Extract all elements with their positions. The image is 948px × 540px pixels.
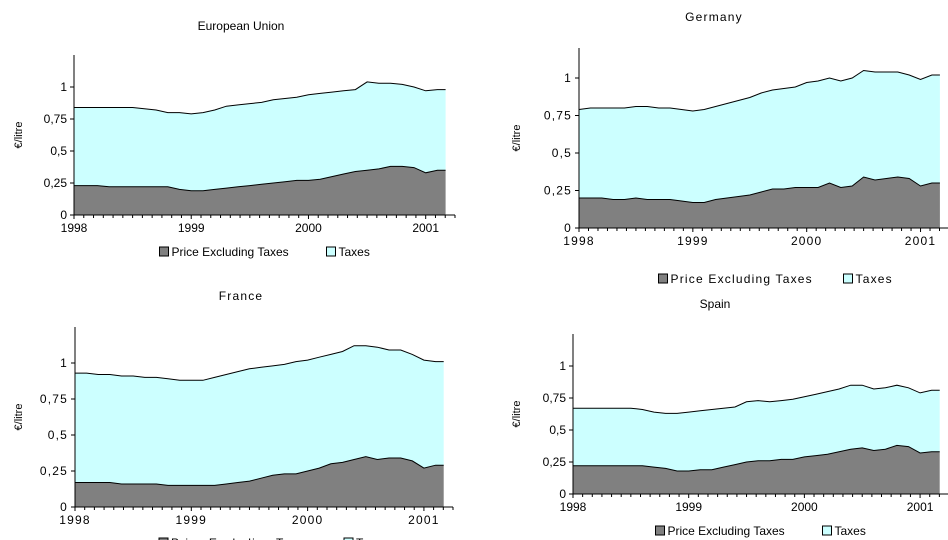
y-tick-label: 0,75	[40, 392, 68, 406]
price-excluding-taxes-area	[579, 177, 940, 228]
chart-title: Germany	[685, 10, 743, 24]
y-tick-label: 0	[60, 208, 67, 222]
x-tick-label: 2000	[791, 500, 818, 514]
y-tick-label: 0,25	[44, 176, 68, 190]
price-excluding-taxes-line	[75, 456, 444, 486]
y-tick-label: 0,5	[50, 144, 67, 158]
x-tick-label: 2000	[791, 234, 823, 248]
x-tick-label: 1998	[59, 513, 91, 527]
x-tick-label: 1999	[677, 234, 709, 248]
y-tick-label: 0,25	[543, 455, 567, 469]
chart-title: France	[219, 289, 264, 303]
legend-swatch-taxes	[326, 246, 336, 257]
y-tick-label: 1	[559, 359, 566, 373]
x-tick-label: 1998	[563, 234, 595, 248]
legend-label-taxes: Taxes	[835, 524, 866, 538]
y-axis-label: €/litre	[511, 125, 523, 152]
chart-title: European Union	[198, 19, 285, 33]
price-excluding-taxes-line	[579, 176, 940, 203]
legend: Price Excluding Taxes Taxes	[159, 245, 370, 259]
chart-european-union: European Union 0 0,25 0,5 0,75 1 1998 1999 2000 2…	[13, 19, 456, 259]
legend-swatch-price-excluding-taxes	[655, 525, 665, 536]
x-tick-label: 2001	[905, 234, 937, 248]
taxes-area	[74, 81, 446, 191]
total-price-line	[74, 81, 446, 115]
chart-germany: Germany 0 0,25 0,5 0,75 1 1998 1999 2000 2001 €/li…	[511, 10, 948, 286]
y-tick-label: 0	[60, 500, 68, 514]
legend-label-price-excluding-taxes: Price Excluding Taxes	[668, 524, 785, 538]
y-tick-label: 0,5	[48, 428, 68, 442]
y-tick-label: 1	[564, 71, 572, 85]
x-tick-label: 1998	[61, 221, 88, 235]
x-tick-label: 2001	[408, 513, 440, 527]
price-excluding-taxes-area	[74, 166, 446, 215]
legend-label-taxes: Taxes	[856, 272, 893, 286]
legend-swatch-taxes	[343, 537, 354, 540]
x-tick-label: 2000	[292, 513, 324, 527]
legend-swatch-price-excluding-taxes	[658, 273, 668, 284]
y-tick-label: 0,75	[44, 112, 68, 126]
legend-swatch-price-excluding-taxes	[159, 246, 169, 257]
chart-panel-germany: Germany 0 0,25 0,5 0,75 1 1998 1999 2000 2001 €/li…	[474, 0, 948, 286]
legend: Price Excluding Taxes Taxes	[158, 536, 393, 540]
total-price-line	[573, 384, 940, 414]
x-tick-label: 1998	[560, 500, 587, 514]
y-tick-label: 1	[60, 356, 68, 370]
legend: Price Excluding Taxes Taxes	[655, 524, 866, 538]
y-tick-label: 0,25	[544, 184, 572, 198]
x-tick-label: 1999	[178, 221, 205, 235]
taxes-area	[75, 345, 444, 486]
chart-panel-spain: Spain 0 0,25 0,5 0,75 1 1998 1999 2000 2001 €/litr…	[474, 270, 948, 540]
chart-title: Spain	[700, 297, 731, 311]
chart-spain: Spain 0 0,25 0,5 0,75 1 1998 1999 2000 2001 €/litr…	[511, 297, 948, 538]
total-price-line	[578, 69, 940, 112]
x-tick-label: 1999	[176, 513, 208, 527]
y-axis-label: €/litre	[511, 401, 523, 428]
legend-label-taxes: Taxes	[339, 245, 370, 259]
legend-label-price-excluding-taxes: Price Excluding Taxes	[172, 245, 289, 259]
y-axis-label: €/litre	[13, 404, 25, 431]
legend-swatch-taxes	[822, 525, 832, 536]
price-excluding-taxes-area	[573, 445, 940, 494]
price-excluding-taxes-line	[573, 444, 940, 472]
y-tick-label: 0,5	[549, 423, 566, 437]
legend-swatch-price-excluding-taxes	[158, 537, 169, 540]
x-tick-label: 2001	[907, 500, 934, 514]
chart-panel-european-union: European Union 0 0,25 0,5 0,75 1 1998 1999 2000 2…	[0, 0, 474, 270]
x-tick-label: 2000	[295, 221, 322, 235]
y-tick-label: 0,25	[40, 464, 68, 478]
total-price-line	[75, 345, 444, 381]
y-tick-label: 0,75	[543, 391, 567, 405]
legend-label-taxes: Taxes	[356, 536, 393, 540]
legend: Price Excluding Taxes Taxes	[658, 272, 893, 286]
x-tick-label: 2001	[412, 221, 439, 235]
y-tick-label: 0	[564, 221, 572, 235]
x-tick-label: 1999	[675, 500, 702, 514]
y-tick-label: 0,5	[552, 146, 572, 160]
price-excluding-taxes-line	[74, 165, 446, 192]
legend-label-price-excluding-taxes: Price Excluding Taxes	[671, 272, 813, 286]
legend-label-price-excluding-taxes: Price Excluding Taxes	[171, 536, 313, 540]
y-tick-label: 0,75	[544, 109, 572, 123]
legend-swatch-taxes	[843, 273, 853, 284]
price-excluding-taxes-area	[75, 456, 444, 507]
y-axis-label: €/litre	[13, 122, 25, 149]
taxes-area	[579, 70, 940, 203]
y-tick-label: 1	[60, 80, 67, 94]
y-tick-label: 0	[559, 487, 566, 501]
chart-france: France 0 0,25 0,5 0,75 1 1998 1999 2000 2001 €/lit…	[13, 289, 454, 540]
chart-panel-france: France 0 0,25 0,5 0,75 1 1998 1999 2000 2001 €/lit…	[0, 270, 474, 540]
